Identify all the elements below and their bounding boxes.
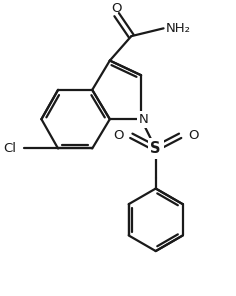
Text: N: N xyxy=(139,113,149,126)
Text: Cl: Cl xyxy=(3,142,16,155)
Text: O: O xyxy=(111,2,122,15)
Text: O: O xyxy=(113,129,123,142)
Text: NH₂: NH₂ xyxy=(165,22,190,35)
Text: O: O xyxy=(188,129,198,142)
Text: S: S xyxy=(151,141,161,156)
